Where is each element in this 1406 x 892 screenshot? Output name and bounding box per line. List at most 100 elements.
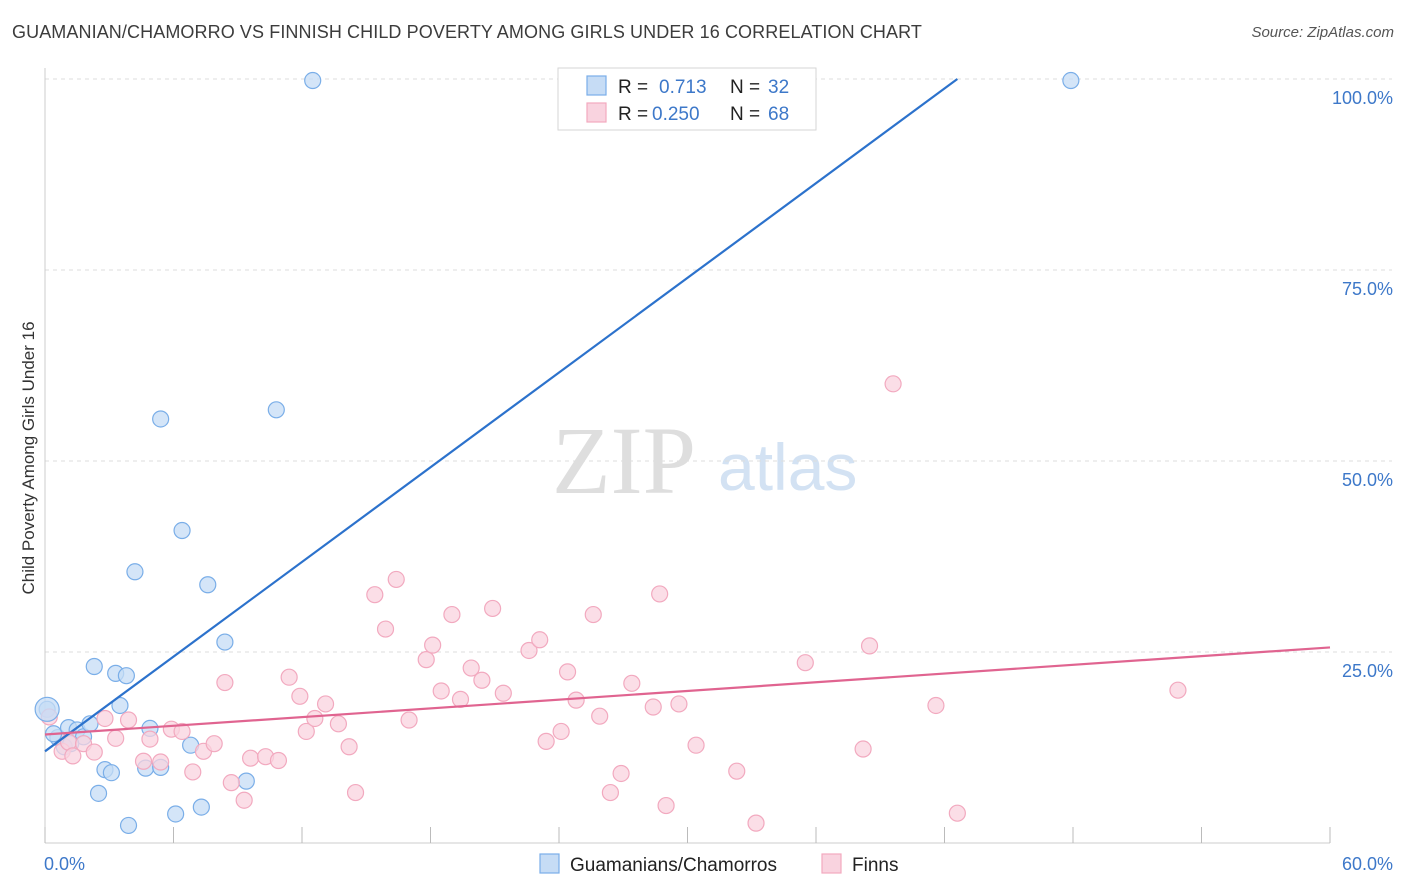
point-finns-3	[64, 747, 82, 765]
point-guamanian-large	[34, 696, 60, 722]
chart-title: GUAMANIAN/CHAMORRO VS FINNISH CHILD POVE…	[12, 22, 923, 42]
point-finns-34	[400, 711, 418, 729]
point-finns-5	[85, 743, 103, 761]
point-finns-24	[291, 687, 309, 705]
point-guamanian-20	[167, 805, 185, 823]
point-finns-42	[484, 599, 502, 618]
point-finns-14	[184, 763, 202, 781]
point-finns-51	[591, 707, 609, 725]
point-finns-30	[346, 783, 365, 802]
point-guamanian-29	[1062, 71, 1080, 90]
point-guamanian-21	[173, 521, 191, 540]
point-finns-35	[417, 651, 435, 669]
y-tick-label-1: 50.0%	[1342, 470, 1393, 490]
point-finns-9	[134, 752, 153, 770]
point-finns-22	[269, 751, 288, 770]
point-guamanian-8	[89, 784, 108, 802]
point-finns-47	[552, 722, 570, 741]
point-finns-13	[173, 722, 191, 741]
point-finns-28	[329, 715, 348, 733]
point-guamanian-15	[126, 563, 144, 581]
point-finns-23	[280, 668, 298, 686]
chart-source: Source: ZipAtlas.com	[1251, 24, 1394, 41]
point-finns-29	[340, 738, 358, 756]
y-axis-label: Child Poverty Among Girls Under 16	[19, 321, 38, 594]
point-finns-68	[1169, 681, 1187, 699]
point-finns-20	[242, 749, 260, 767]
point-guamanian-26	[237, 772, 255, 790]
point-guamanian-24	[199, 576, 217, 594]
stats-legend: R = 0.713 N = 32 R = 0.250 N = 68	[557, 67, 817, 131]
point-finns-67	[948, 804, 966, 822]
series-legend: Guamanians/Chamorros Finns	[539, 853, 898, 876]
point-finns-46	[537, 732, 555, 750]
series-legend-swatch-guamanian	[539, 853, 560, 874]
point-finns-18	[222, 774, 240, 792]
point-guamanian-19	[152, 410, 170, 428]
point-guamanian-25	[216, 633, 234, 651]
point-finns-52	[601, 783, 620, 802]
point-finns-53	[612, 764, 630, 783]
point-finns-56	[651, 585, 669, 603]
point-guamanian-14	[119, 816, 138, 835]
point-finns-62	[796, 654, 814, 672]
point-finns-17	[216, 673, 234, 692]
point-finns-45	[531, 631, 549, 649]
point-finns-33	[387, 570, 405, 589]
point-finns-65	[884, 375, 902, 393]
point-finns-49	[567, 691, 585, 709]
trend-lines	[44, 78, 1331, 753]
y-tick-label-3: 100.0%	[1332, 88, 1393, 108]
stats-legend-swatch-finns	[586, 102, 607, 123]
trend-line-finns	[44, 646, 1331, 736]
point-finns-61	[747, 814, 765, 832]
point-finns-50	[584, 605, 602, 624]
point-finns-66	[927, 696, 945, 715]
watermark-atlas: atlas	[718, 430, 857, 504]
point-finns-11	[152, 753, 170, 771]
point-finns-31	[366, 586, 384, 604]
stats-legend-r-label-guamanian: R =	[618, 77, 648, 98]
point-guamanian-27	[267, 401, 285, 419]
point-finns-59	[687, 736, 705, 754]
point-finns-60	[728, 762, 746, 780]
x-tick-label-min: 0.0%	[44, 854, 85, 874]
point-guamanian-28	[304, 71, 322, 90]
point-finns-55	[644, 698, 662, 716]
point-finns-63	[854, 740, 872, 758]
y-tick-label-0: 25.0%	[1342, 661, 1393, 681]
x-tick-labels: 0.0% 60.0%	[44, 854, 1393, 874]
point-finns-57	[657, 796, 675, 815]
stats-legend-r-value-finns: 0.250	[652, 104, 700, 125]
stats-legend-n-value-guamanian: 32	[768, 77, 789, 98]
point-finns-37	[432, 682, 450, 700]
trend-line-guamanian	[44, 78, 959, 753]
point-finns-58	[670, 695, 688, 713]
point-finns-36	[424, 636, 442, 654]
point-finns-38	[443, 605, 461, 624]
point-guamanian-13	[117, 667, 135, 685]
series-legend-label-guamanian: Guamanians/Chamorros	[570, 855, 777, 876]
stats-legend-r-value-guamanian: 0.713	[659, 77, 707, 98]
grid-lines	[45, 78, 1392, 653]
point-finns-54	[623, 674, 641, 692]
stats-legend-n-value-finns: 68	[768, 104, 789, 125]
stats-legend-n-label-guamanian: N =	[730, 77, 760, 98]
point-finns-27	[316, 695, 335, 713]
point-finns-16	[205, 735, 223, 753]
y-tick-labels: 25.0% 50.0% 75.0% 100.0%	[1332, 88, 1393, 681]
stats-legend-r-label-finns: R =	[618, 104, 648, 125]
point-guamanian-10	[102, 764, 120, 782]
point-finns-19	[235, 791, 253, 809]
point-finns-6	[96, 709, 114, 728]
point-finns-7	[107, 729, 125, 747]
point-finns-10	[141, 730, 159, 748]
point-finns-40	[462, 659, 480, 677]
point-guamanian-12	[111, 696, 129, 715]
point-guamanian-23	[192, 798, 210, 816]
point-finns-44	[520, 641, 538, 660]
y-tick-label-2: 75.0%	[1342, 279, 1393, 299]
point-finns-26	[306, 709, 324, 728]
series-legend-label-finns: Finns	[852, 855, 898, 876]
